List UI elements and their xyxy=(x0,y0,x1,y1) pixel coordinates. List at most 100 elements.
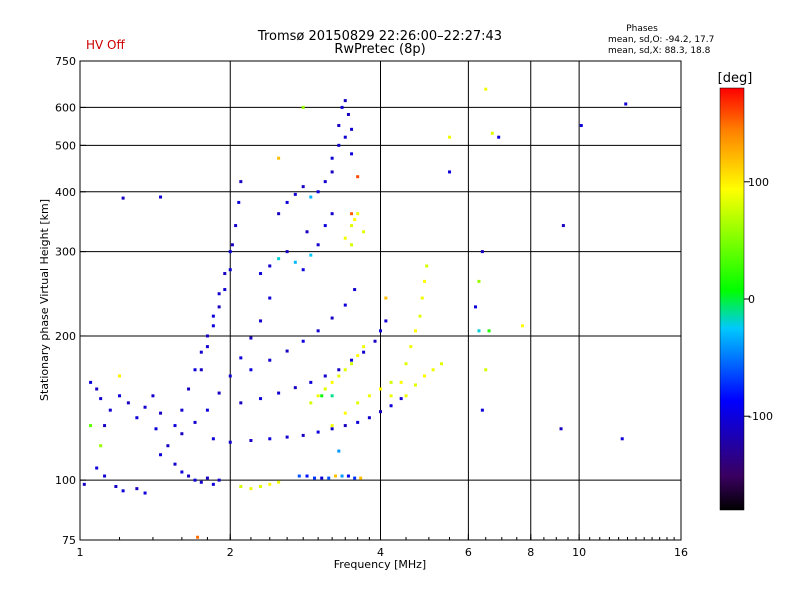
data-point xyxy=(379,329,382,333)
data-point xyxy=(484,87,488,91)
data-point xyxy=(277,480,281,484)
colorbar-tick-label: 0 xyxy=(748,293,755,306)
y-tick-label: 75 xyxy=(62,534,76,547)
grid-lines xyxy=(80,61,681,540)
data-point xyxy=(121,489,125,493)
data-point xyxy=(337,143,341,147)
data-point xyxy=(89,424,93,428)
data-point xyxy=(193,420,197,424)
data-point xyxy=(234,224,238,228)
data-point xyxy=(353,218,357,222)
data-point xyxy=(330,212,334,216)
data-point xyxy=(259,272,263,276)
data-point xyxy=(337,368,341,372)
data-point xyxy=(205,334,209,338)
x-tick-label: 4 xyxy=(377,546,384,559)
data-point xyxy=(211,314,215,318)
data-point xyxy=(320,394,324,398)
data-point xyxy=(422,279,426,283)
data-point xyxy=(323,224,327,228)
data-point xyxy=(228,374,232,378)
data-point xyxy=(343,135,347,139)
data-point xyxy=(480,250,484,254)
data-point xyxy=(330,316,334,320)
data-point xyxy=(293,192,297,196)
data-point xyxy=(103,424,107,428)
data-point xyxy=(99,444,103,448)
data-point xyxy=(350,362,354,366)
x-axis-label: Frequency [MHz] xyxy=(334,558,426,571)
data-point xyxy=(121,196,125,200)
data-point xyxy=(301,339,305,343)
data-point xyxy=(350,224,354,228)
data-point xyxy=(285,435,289,439)
data-point xyxy=(193,368,197,372)
data-point xyxy=(330,394,334,398)
data-point xyxy=(199,368,203,372)
data-point xyxy=(359,476,363,480)
data-point xyxy=(362,230,366,234)
data-point xyxy=(389,380,393,384)
data-point xyxy=(249,487,253,491)
data-point xyxy=(399,380,403,384)
x-tick-label: 2 xyxy=(227,546,234,559)
data-point xyxy=(330,156,334,160)
data-point xyxy=(404,394,408,398)
data-point xyxy=(108,408,112,412)
colorbar-unit-label: [deg] xyxy=(718,71,753,86)
data-point xyxy=(277,212,281,216)
data-point xyxy=(143,491,147,495)
data-point xyxy=(180,408,184,412)
data-point xyxy=(337,124,341,128)
data-point xyxy=(350,243,354,247)
data-point xyxy=(159,195,163,199)
y-tick-label: 100 xyxy=(55,474,76,487)
data-point xyxy=(330,427,334,431)
data-point xyxy=(340,105,344,109)
data-point xyxy=(389,394,393,398)
data-point xyxy=(343,411,347,415)
data-point xyxy=(205,476,209,480)
data-point xyxy=(228,268,232,272)
y-tick-label: 400 xyxy=(55,186,76,199)
data-point xyxy=(211,482,215,486)
data-point xyxy=(237,200,241,204)
data-point xyxy=(259,319,263,323)
data-point xyxy=(356,212,360,216)
data-point xyxy=(320,476,324,480)
data-point xyxy=(217,305,221,309)
data-point xyxy=(409,345,413,349)
data-point xyxy=(217,292,221,296)
data-point xyxy=(490,131,494,135)
data-point xyxy=(285,200,289,204)
data-point xyxy=(277,156,281,160)
data-point xyxy=(316,329,320,333)
data-point xyxy=(384,319,388,323)
data-point xyxy=(356,420,360,424)
colorbar-tick-label: -100 xyxy=(748,410,773,423)
x-tick-label: 16 xyxy=(674,546,688,559)
data-point xyxy=(230,243,234,247)
data-point xyxy=(268,437,272,441)
data-point xyxy=(399,397,403,401)
data-point xyxy=(484,368,488,372)
data-point xyxy=(199,350,203,354)
data-point xyxy=(297,474,301,478)
data-point xyxy=(323,387,327,391)
data-point xyxy=(159,411,163,415)
data-point xyxy=(239,484,243,488)
data-point xyxy=(285,349,289,353)
data-point xyxy=(520,324,524,328)
data-point xyxy=(166,444,170,448)
data-point xyxy=(301,105,305,109)
y-axis-label: Stationary phase Virtual Height [km] xyxy=(38,199,51,401)
data-point xyxy=(323,180,327,184)
data-point xyxy=(103,474,107,478)
data-point xyxy=(425,264,429,268)
data-point xyxy=(343,303,347,307)
y-tick-label: 750 xyxy=(55,55,76,68)
data-point xyxy=(362,350,366,354)
data-point xyxy=(497,135,501,139)
data-point xyxy=(239,180,243,184)
data-point xyxy=(343,236,347,240)
